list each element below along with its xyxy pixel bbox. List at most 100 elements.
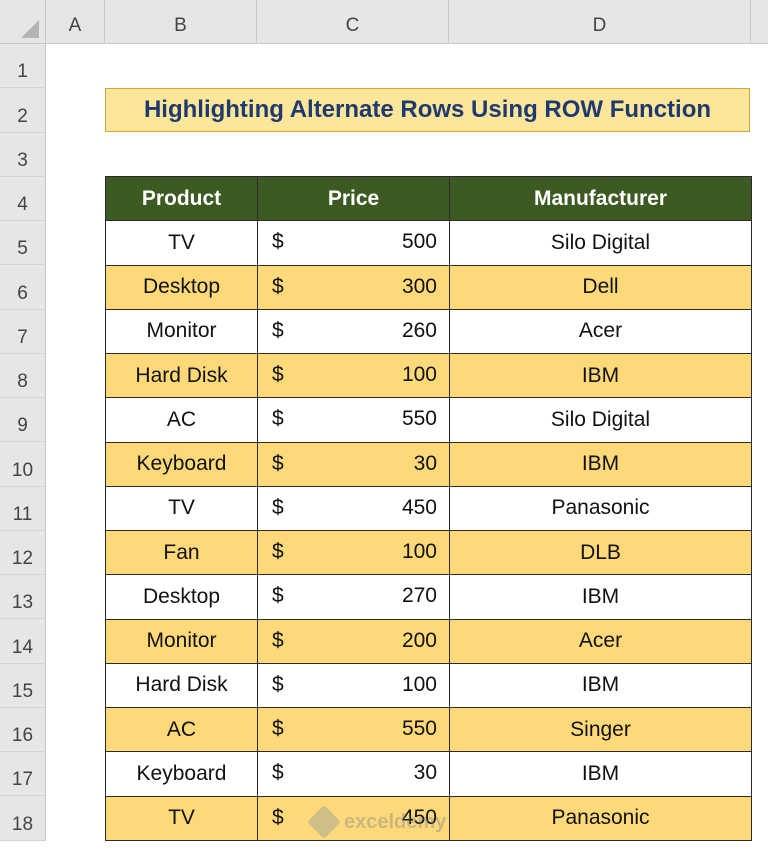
product-cell[interactable]: Desktop — [105, 574, 258, 620]
currency-symbol: $ — [272, 584, 284, 608]
header-price[interactable]: Price — [257, 175, 450, 222]
price-cell[interactable]: $30 — [257, 751, 450, 797]
manufacturer-cell[interactable]: Panasonic — [449, 485, 752, 532]
table-row: AC $550 Singer — [105, 706, 752, 753]
table-row: TV $450 Panasonic — [105, 485, 752, 532]
manufacturer-cell[interactable]: IBM — [449, 662, 752, 709]
table-row: Monitor $260 Acer — [105, 308, 752, 355]
table-row: TV $500 Silo Digital — [105, 220, 752, 266]
row-header-3[interactable]: 3 — [0, 132, 46, 177]
select-all-triangle-icon — [21, 20, 39, 38]
manufacturer-cell[interactable]: IBM — [449, 751, 752, 797]
price-cell[interactable]: $300 — [257, 264, 450, 310]
price-cell[interactable]: $260 — [257, 308, 450, 355]
column-header-b[interactable]: B — [105, 0, 257, 44]
price-cell[interactable]: $270 — [257, 574, 450, 620]
product-cell[interactable]: Keyboard — [105, 441, 258, 487]
row-header-10[interactable]: 10 — [0, 442, 46, 487]
currency-symbol: $ — [272, 805, 284, 829]
row-header-4[interactable]: 4 — [0, 176, 46, 221]
price-value: 30 — [413, 451, 437, 475]
table-row: Monitor $200 Acer — [105, 618, 752, 664]
column-header-d[interactable]: D — [449, 0, 751, 44]
price-value: 450 — [401, 495, 437, 519]
price-value: 200 — [401, 628, 437, 652]
manufacturer-cell[interactable]: Dell — [449, 264, 752, 310]
manufacturer-cell[interactable]: DLB — [449, 529, 752, 576]
row-header-14[interactable]: 14 — [0, 619, 46, 664]
product-cell[interactable]: TV — [105, 485, 258, 532]
product-cell[interactable]: Monitor — [105, 308, 258, 355]
manufacturer-cell[interactable]: Acer — [449, 618, 752, 664]
manufacturer-cell[interactable]: Silo Digital — [449, 220, 752, 266]
select-all-corner[interactable] — [0, 0, 46, 44]
price-cell[interactable]: $200 — [257, 618, 450, 664]
currency-symbol: $ — [272, 540, 284, 563]
row-header-18[interactable]: 18 — [0, 796, 46, 841]
price-cell[interactable]: $30 — [257, 441, 450, 487]
currency-symbol: $ — [272, 495, 284, 519]
row-header-11[interactable]: 11 — [0, 486, 46, 531]
product-cell[interactable]: TV — [105, 795, 258, 841]
column-header-a[interactable]: A — [46, 0, 105, 44]
product-cell[interactable]: Hard Disk — [105, 352, 258, 399]
product-cell[interactable]: Fan — [105, 529, 258, 576]
sheet-title[interactable]: Highlighting Alternate Rows Using ROW Fu… — [105, 88, 750, 132]
table-row: Keyboard $30 IBM — [105, 751, 752, 797]
product-cell[interactable]: Desktop — [105, 264, 258, 310]
currency-symbol: $ — [272, 451, 284, 475]
currency-symbol: $ — [272, 628, 284, 652]
currency-symbol: $ — [272, 230, 284, 254]
currency-symbol: $ — [272, 672, 284, 696]
price-cell[interactable]: $100 — [257, 662, 450, 709]
product-cell[interactable]: Hard Disk — [105, 662, 258, 709]
price-cell[interactable]: $550 — [257, 397, 450, 443]
price-cell[interactable]: $100 — [257, 529, 450, 576]
price-value: 270 — [401, 584, 437, 608]
row-header-16[interactable]: 16 — [0, 707, 46, 752]
manufacturer-cell[interactable]: Silo Digital — [449, 397, 752, 443]
manufacturer-cell[interactable]: Singer — [449, 706, 752, 753]
row-header-9[interactable]: 9 — [0, 398, 46, 443]
header-manufacturer[interactable]: Manufacturer — [449, 175, 752, 222]
column-headers: A B C D — [46, 0, 768, 44]
table-row: Keyboard $30 IBM — [105, 441, 752, 487]
product-cell[interactable]: Monitor — [105, 618, 258, 664]
price-cell[interactable]: $550 — [257, 706, 450, 753]
row-header-17[interactable]: 17 — [0, 752, 46, 797]
row-header-2[interactable]: 2 — [0, 88, 46, 133]
currency-symbol: $ — [272, 363, 284, 386]
product-cell[interactable]: AC — [105, 706, 258, 753]
price-value: 550 — [401, 717, 437, 740]
row-header-7[interactable]: 7 — [0, 309, 46, 354]
row-header-12[interactable]: 12 — [0, 530, 46, 575]
manufacturer-cell[interactable]: IBM — [449, 441, 752, 487]
price-value: 100 — [401, 672, 437, 696]
header-product[interactable]: Product — [105, 175, 258, 222]
product-cell[interactable]: Keyboard — [105, 751, 258, 797]
row-header-5[interactable]: 5 — [0, 221, 46, 266]
table-row: TV $450 Panasonic — [105, 795, 752, 841]
row-header-1[interactable]: 1 — [0, 44, 46, 89]
product-cell[interactable]: AC — [105, 397, 258, 443]
row-header-13[interactable]: 13 — [0, 575, 46, 620]
column-header-e[interactable] — [751, 0, 768, 44]
manufacturer-cell[interactable]: IBM — [449, 574, 752, 620]
manufacturer-cell[interactable]: Acer — [449, 308, 752, 355]
row-header-8[interactable]: 8 — [0, 353, 46, 398]
row-header-6[interactable]: 6 — [0, 265, 46, 310]
price-value: 260 — [401, 318, 437, 342]
product-cell[interactable]: TV — [105, 220, 258, 266]
currency-symbol: $ — [272, 761, 284, 785]
price-cell[interactable]: $100 — [257, 352, 450, 399]
price-cell[interactable]: $500 — [257, 220, 450, 266]
currency-symbol: $ — [272, 717, 284, 740]
price-cell[interactable]: $450 — [257, 795, 450, 841]
row-header-15[interactable]: 15 — [0, 663, 46, 708]
manufacturer-cell[interactable]: IBM — [449, 352, 752, 399]
currency-symbol: $ — [272, 318, 284, 342]
row-headers: 1 2 3 4 5 6 7 8 9 10 11 12 13 14 15 16 17 18 — [0, 44, 46, 841]
price-cell[interactable]: $450 — [257, 485, 450, 532]
manufacturer-cell[interactable]: Panasonic — [449, 795, 752, 841]
column-header-c[interactable]: C — [257, 0, 449, 44]
